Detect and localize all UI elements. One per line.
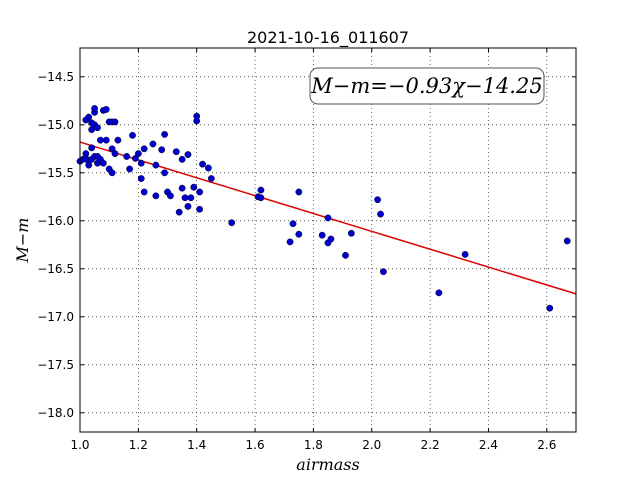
data-point — [342, 251, 349, 259]
data-point — [102, 106, 110, 113]
data-point — [140, 145, 148, 153]
data-point — [190, 183, 198, 191]
data-point — [257, 194, 265, 202]
data-point — [461, 250, 469, 258]
data-point — [140, 188, 148, 196]
data-point — [129, 131, 136, 139]
data-point — [175, 208, 183, 216]
data-point — [114, 136, 122, 144]
data-point — [152, 192, 160, 200]
data-point — [91, 105, 98, 112]
data-point — [196, 205, 204, 213]
equation-text: M−m=−0.93χ−14.25 — [310, 74, 542, 98]
data-points — [76, 105, 571, 312]
data-point — [374, 196, 381, 204]
y-tick-label: −18.0 — [37, 406, 74, 420]
data-point — [111, 118, 119, 126]
chart-title: 2021-10-16_011607 — [247, 28, 409, 48]
data-point — [161, 169, 169, 177]
data-point — [123, 153, 131, 160]
y-tick-label: −16.0 — [37, 214, 74, 228]
data-point — [184, 151, 192, 158]
data-point — [184, 202, 192, 210]
data-point — [187, 194, 195, 202]
data-point — [111, 150, 119, 158]
y-tick-label: −15.5 — [37, 166, 74, 180]
data-point — [193, 117, 201, 125]
x-tick-label: 2.0 — [362, 438, 381, 452]
x-tick-label: 1.8 — [304, 438, 323, 452]
data-point — [152, 161, 160, 169]
x-tick-label: 2.2 — [421, 438, 440, 452]
data-point — [181, 194, 189, 202]
data-point — [85, 113, 93, 121]
data-point — [178, 155, 186, 163]
data-point — [295, 188, 303, 196]
y-tick-label: −14.5 — [37, 70, 74, 84]
data-point — [257, 186, 265, 194]
data-point — [149, 140, 157, 148]
y-tick-label: −17.5 — [37, 358, 74, 372]
data-point — [286, 238, 294, 246]
data-point — [289, 220, 297, 228]
x-tick-label: 2.6 — [537, 438, 556, 452]
x-tick-label: 2.4 — [479, 438, 498, 452]
data-point — [97, 136, 104, 144]
data-point — [546, 304, 554, 312]
data-point — [137, 159, 145, 167]
equation-box: M−m=−0.93χ−14.25 — [309, 67, 545, 105]
data-point — [158, 146, 166, 154]
y-tick-label: −16.5 — [37, 262, 74, 276]
y-axis-ticks: −14.5 −15.0 −15.5 −16.0 −16.5 −17.0 −17.5 −18.0 — [37, 70, 576, 420]
data-point — [228, 219, 236, 227]
x-tick-label: 1.0 — [70, 438, 89, 452]
data-point — [563, 237, 571, 245]
data-point — [108, 169, 116, 177]
plot-frame — [79, 47, 577, 433]
data-point — [318, 231, 326, 239]
data-point — [199, 160, 206, 168]
data-point — [94, 124, 101, 132]
data-point — [324, 214, 332, 222]
data-point — [137, 175, 145, 182]
data-point — [88, 144, 96, 152]
x-tick-label: 1.4 — [187, 438, 206, 452]
data-point — [295, 230, 303, 238]
data-point — [167, 192, 174, 200]
data-point — [172, 148, 180, 156]
data-point — [347, 229, 355, 237]
data-point — [327, 235, 335, 243]
x-axis-label: airmass — [296, 455, 359, 474]
data-point — [161, 130, 169, 138]
y-tick-label: −17.0 — [37, 310, 74, 324]
y-tick-label: −15.0 — [37, 118, 74, 132]
x-tick-label: 1.2 — [129, 438, 148, 452]
data-point — [102, 136, 110, 144]
data-point — [435, 289, 443, 297]
data-point — [178, 184, 186, 192]
data-point — [196, 188, 204, 196]
data-point — [126, 165, 134, 173]
data-point — [204, 164, 212, 172]
x-axis-ticks: 1.0 1.2 1.4 1.6 1.8 2.0 2.2 2.4 2.6 — [70, 48, 556, 452]
data-point — [380, 268, 387, 276]
x-tick-label: 1.6 — [246, 438, 265, 452]
data-point — [207, 175, 215, 182]
y-axis-label: M−m — [13, 218, 32, 264]
data-point — [134, 150, 142, 158]
data-point — [377, 210, 384, 218]
data-point — [99, 159, 107, 167]
